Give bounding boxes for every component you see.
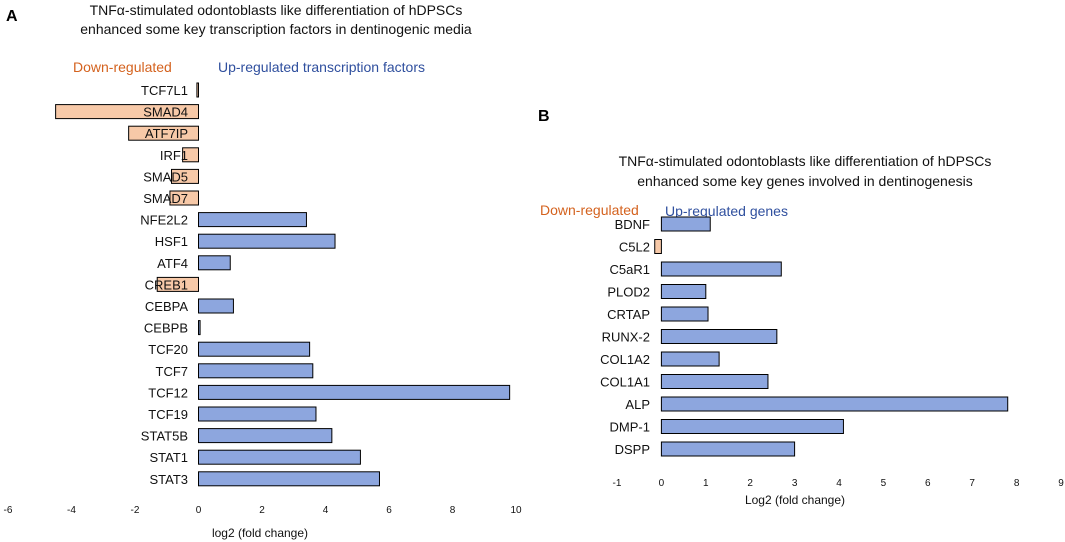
panel-a-title-line1: TNFα-stimulated odontoblasts like differ… bbox=[90, 2, 463, 18]
panel-b-bar-dmp-1 bbox=[660, 419, 844, 434]
panel-a-category-label: ATF7IP bbox=[145, 126, 188, 141]
panel-b-category-label: C5L2 bbox=[619, 240, 650, 255]
panel-b-x-tick-label: 2 bbox=[747, 478, 753, 489]
panel-b-title-line2: enhanced some key genes involved in dent… bbox=[637, 173, 972, 189]
panel-b-category-label: COL1A2 bbox=[600, 352, 650, 367]
panel-a-category-label: SMAD7 bbox=[143, 191, 188, 206]
panel-a-bar-hsf1 bbox=[198, 233, 336, 249]
panel-a-bar-cebpa bbox=[198, 298, 234, 314]
panel-b-category-label: DSPP bbox=[615, 442, 650, 457]
panel-a-category-label: HSF1 bbox=[155, 234, 188, 249]
panel-b-x-tick-label: 6 bbox=[925, 478, 931, 489]
panel-a-bars bbox=[55, 82, 511, 487]
panel-a-category-label: CEBPB bbox=[144, 321, 188, 336]
panel-a-bar-nfe2l2 bbox=[198, 212, 307, 228]
panel-a-bar-stat1 bbox=[198, 449, 361, 465]
panel-a-x-ticks: -6 -4 -2 0 2 4 6 8 10 bbox=[4, 505, 522, 516]
panel-a-bar-atf7ip bbox=[128, 125, 199, 141]
panel-b-label: B bbox=[538, 108, 550, 125]
panel-a-bar-stat5b bbox=[198, 428, 333, 444]
panel-a-category-label: CEBPA bbox=[145, 299, 188, 314]
panel-a-category-label: SMAD5 bbox=[143, 169, 188, 184]
panel-b-bar-runx-2 bbox=[660, 329, 778, 344]
panel-a-legend-up: Up-regulated transcription factors bbox=[218, 59, 425, 75]
panel-a-category-label: NFE2L2 bbox=[140, 213, 188, 228]
panel-a-category-label: TCF12 bbox=[148, 385, 188, 400]
panel-a-legend-down: Down-regulated bbox=[73, 59, 172, 75]
panel-b-bar-c5l2 bbox=[654, 239, 662, 254]
panel-a-x-tick-label: 10 bbox=[510, 505, 522, 516]
panel-b-x-ticks: -1 0 1 2 3 4 5 6 7 8 9 bbox=[613, 478, 1065, 489]
panel-a-x-tick-label: 8 bbox=[450, 505, 456, 516]
panel-a-category-label: TCF20 bbox=[148, 342, 188, 357]
panel-a-category-label: STAT1 bbox=[149, 450, 188, 465]
panel-a-x-tick-label: 0 bbox=[196, 505, 202, 516]
panel-a-bar-tcf7l1 bbox=[196, 82, 200, 98]
panel-b-category-labels: BDNF C5L2 C5aR1 PLOD2 CRTAP RUNX-2 COL1A2 COL1A… bbox=[600, 217, 650, 457]
panel-a-bar-irf1 bbox=[182, 147, 199, 163]
panel-a-category-label: SMAD4 bbox=[143, 105, 188, 120]
panel-a-category-label: IRF1 bbox=[160, 148, 188, 163]
panel-a-x-axis-label: log2 (fold change) bbox=[212, 526, 308, 540]
panel-b-x-tick-label: 1 bbox=[703, 478, 709, 489]
panel-a-category-label: CREB1 bbox=[145, 277, 188, 292]
panel-b-category-label: RUNX-2 bbox=[602, 330, 650, 345]
panel-a-bar-smad5 bbox=[171, 168, 199, 184]
panel-b-x-tick-label: -1 bbox=[613, 478, 622, 489]
panel-b-x-tick-label: 3 bbox=[792, 478, 798, 489]
panel-a-bar-tcf7 bbox=[198, 363, 314, 379]
panel-a-x-tick-label: 4 bbox=[323, 505, 329, 516]
panel-b-x-tick-label: 8 bbox=[1014, 478, 1020, 489]
panel-a-bar-cebpb bbox=[198, 320, 201, 336]
panel-b-bar-c5ar1 bbox=[660, 261, 782, 277]
panel-b-category-label: DMP-1 bbox=[610, 420, 650, 435]
panel-b-x-tick-label: 5 bbox=[881, 478, 887, 489]
panel-b-x-tick-label: 9 bbox=[1058, 478, 1064, 489]
panel-a-category-label: STAT3 bbox=[149, 472, 188, 487]
panel-b-category-label: BDNF bbox=[615, 217, 650, 232]
panel-a-title-line2: enhanced some key transcription factors … bbox=[80, 21, 472, 37]
panel-b-bar-alp bbox=[660, 396, 1009, 412]
panel-b-x-tick-label: 4 bbox=[836, 478, 842, 489]
panel-a-x-tick-label: -4 bbox=[67, 505, 76, 516]
panel-a-category-label: STAT5B bbox=[141, 429, 188, 444]
panel-a-category-labels: TCF7L1 SMAD4 ATF7IP IRF1 SMAD5 SMAD7 NFE2L2 HSF… bbox=[140, 83, 188, 487]
panel-b-legend-up: Up-regulated genes bbox=[665, 203, 788, 219]
panel-a-bar-stat3 bbox=[198, 471, 380, 487]
panel-b-bars bbox=[654, 216, 1009, 457]
panel-b-bar-bdnf bbox=[660, 216, 711, 232]
panel-b-bar-crtap bbox=[660, 306, 709, 322]
panel-a-category-label: TCF7L1 bbox=[141, 83, 188, 98]
panel-a-category-label: TCF7 bbox=[156, 364, 189, 379]
panel-a-x-tick-label: -6 bbox=[4, 505, 13, 516]
panel-a-label: A bbox=[6, 8, 18, 25]
panel-a-bar-creb1 bbox=[156, 276, 200, 292]
panel-a-bar-atf4 bbox=[198, 255, 231, 271]
panel-b-title-line1: TNFα-stimulated odontoblasts like differ… bbox=[619, 153, 992, 169]
panel-b-category-label: PLOD2 bbox=[607, 285, 650, 300]
panel-a-x-tick-label: 2 bbox=[259, 505, 265, 516]
panel-a-bar-tcf20 bbox=[198, 341, 311, 357]
panel-b-x-tick-label: 0 bbox=[659, 478, 665, 489]
panel-b-x-tick-label: 7 bbox=[969, 478, 975, 489]
panel-a-category-label: TCF19 bbox=[148, 407, 188, 422]
panel-b-legend-down: Down-regulated bbox=[540, 202, 639, 218]
panel-b-category-label: C5aR1 bbox=[610, 262, 650, 277]
panel-b-category-label: ALP bbox=[625, 397, 650, 412]
panel-a-bar-tcf19 bbox=[198, 406, 317, 422]
panel-a-x-tick-label: 6 bbox=[386, 505, 392, 516]
panel-a-x-tick-label: -2 bbox=[131, 505, 140, 516]
panel-b-category-label: COL1A1 bbox=[600, 375, 650, 390]
panel-b-bar-plod2 bbox=[660, 284, 707, 299]
panel-b-x-axis-label: Log2 (fold change) bbox=[745, 493, 845, 507]
panel-b-bar-col1a2 bbox=[660, 351, 720, 367]
panel-b-bar-dspp bbox=[660, 441, 796, 457]
panel-a-bar-tcf12 bbox=[198, 384, 511, 400]
panel-a-category-label: ATF4 bbox=[157, 256, 188, 271]
panel-a-bar-smad7 bbox=[169, 190, 200, 206]
panel-b-bar-col1a1 bbox=[660, 374, 769, 389]
panel-b-category-label: CRTAP bbox=[607, 307, 650, 322]
panel-a-bar-smad4 bbox=[55, 104, 199, 120]
